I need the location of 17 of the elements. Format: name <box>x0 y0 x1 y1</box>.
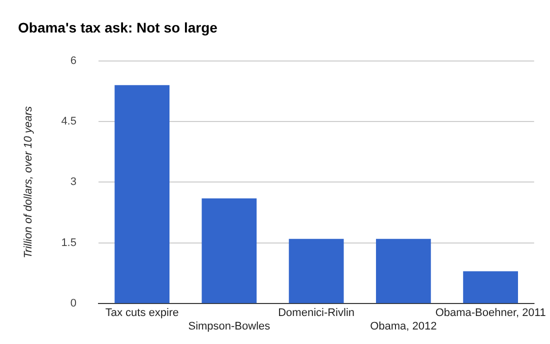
y-tick-label: 1.5 <box>61 236 76 249</box>
bar <box>376 238 431 304</box>
y-tick-label: 0 <box>70 298 76 310</box>
bar <box>463 271 518 304</box>
bar <box>202 198 257 304</box>
bar <box>114 85 170 304</box>
x-tick-label: Domenici-Rivlin <box>278 307 355 320</box>
x-tick-label: Obama-Boehner, 2011 <box>435 307 546 320</box>
x-tick-label: Obama, 2012 <box>370 320 437 332</box>
y-axis-title: Trillion of dollars, over 10 years <box>22 106 35 258</box>
x-tick-label: Simpson-Bowles <box>188 320 271 332</box>
y-tick-label: 4.5 <box>61 116 76 128</box>
x-tick-label: Tax cuts expire <box>105 307 179 320</box>
bar <box>288 238 344 304</box>
chart-title: Obama's tax ask: Not so large <box>18 19 218 36</box>
y-tick-label: 3 <box>70 176 76 188</box>
y-tick-label: 6 <box>70 54 76 67</box>
